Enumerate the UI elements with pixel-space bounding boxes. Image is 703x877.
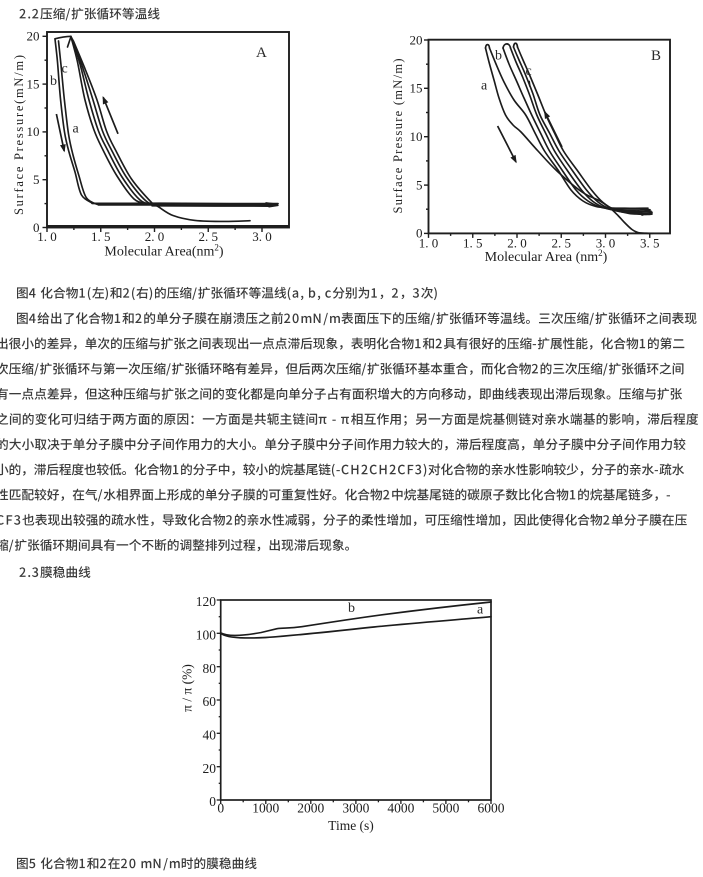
svg-text:Surface Pressure(mN/m): Surface Pressure(mN/m) <box>12 55 26 215</box>
svg-text:2. 0: 2. 0 <box>145 229 165 244</box>
svg-text:2000: 2000 <box>297 801 324 816</box>
svg-text:0: 0 <box>33 220 40 235</box>
svg-text:Time (s): Time (s) <box>328 818 374 833</box>
svg-text:4000: 4000 <box>387 801 414 816</box>
svg-text:B: B <box>651 48 661 64</box>
svg-text:15: 15 <box>27 76 40 91</box>
svg-text:5: 5 <box>33 172 40 187</box>
svg-text:2. 5: 2. 5 <box>551 236 571 251</box>
svg-text:6000: 6000 <box>478 801 505 816</box>
svg-text:Surface Pressure (mN/m): Surface Pressure (mN/m) <box>391 59 405 214</box>
svg-text:0: 0 <box>217 801 224 816</box>
svg-text:1. 0: 1. 0 <box>37 229 57 244</box>
svg-text:60: 60 <box>203 694 217 709</box>
svg-text:3. 5: 3. 5 <box>640 236 660 251</box>
svg-text:1. 5: 1. 5 <box>463 236 483 251</box>
svg-text:b: b <box>495 49 502 64</box>
svg-text:Molecular Area (nm2): Molecular Area (nm2) <box>485 248 608 265</box>
svg-text:1. 5: 1. 5 <box>91 229 111 244</box>
svg-text:a: a <box>477 603 484 618</box>
svg-text:1. 0: 1. 0 <box>419 236 439 251</box>
svg-text:3. 0: 3. 0 <box>252 229 272 244</box>
svg-text:c: c <box>526 64 532 79</box>
svg-text:10: 10 <box>410 129 423 144</box>
svg-text:a: a <box>73 122 80 137</box>
svg-text:80: 80 <box>203 661 217 676</box>
svg-text:15: 15 <box>410 81 423 96</box>
svg-text:π / π (%): π / π (%) <box>180 664 195 712</box>
svg-text:b: b <box>348 601 355 616</box>
svg-text:c: c <box>62 62 68 77</box>
svg-text:20: 20 <box>27 29 40 44</box>
svg-text:40: 40 <box>203 728 217 743</box>
svg-text:0: 0 <box>209 794 216 809</box>
svg-text:1000: 1000 <box>252 801 279 816</box>
svg-text:2. 5: 2. 5 <box>198 229 218 244</box>
svg-text:20: 20 <box>410 32 423 47</box>
svg-text:Molecular Area(nm2): Molecular Area(nm2) <box>104 243 224 260</box>
svg-text:5000: 5000 <box>432 801 459 816</box>
svg-text:3. 0: 3. 0 <box>596 236 616 251</box>
svg-text:10: 10 <box>27 124 40 139</box>
svg-text:5: 5 <box>416 177 423 192</box>
svg-text:2. 0: 2. 0 <box>507 236 527 251</box>
svg-text:a: a <box>481 79 488 94</box>
svg-text:120: 120 <box>196 594 217 609</box>
svg-text:A: A <box>256 45 267 61</box>
svg-text:0: 0 <box>416 226 423 241</box>
svg-text:3000: 3000 <box>342 801 369 816</box>
svg-text:100: 100 <box>196 628 217 643</box>
svg-text:b: b <box>50 74 57 89</box>
svg-text:20: 20 <box>203 761 217 776</box>
